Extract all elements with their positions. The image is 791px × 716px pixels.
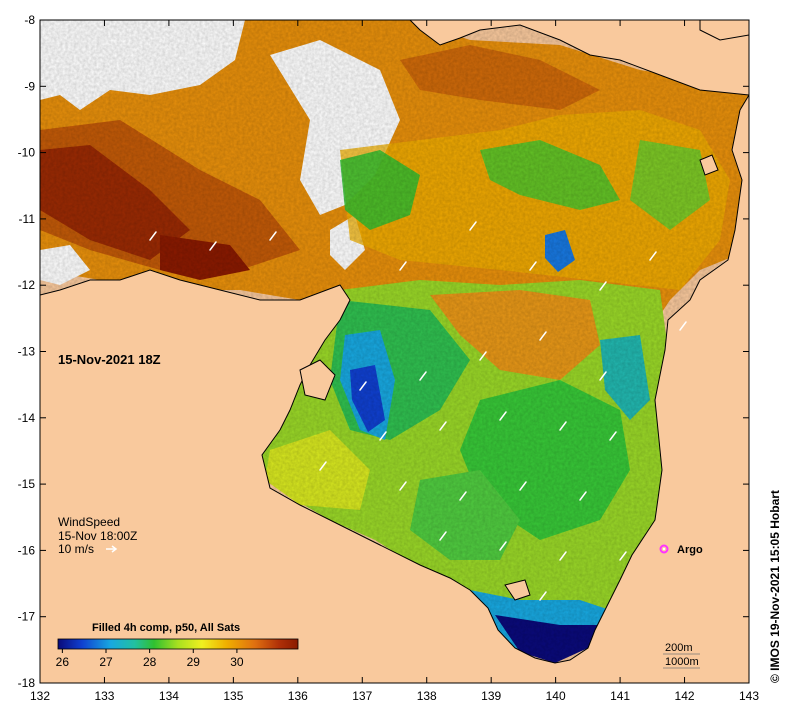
y-tick-label: -11 (19, 212, 36, 226)
island (504, 579, 531, 601)
x-tick-label: 139 (481, 689, 501, 703)
x-tick-label: 140 (546, 689, 566, 703)
colorbar-tick-label: 30 (230, 655, 244, 669)
x-tick-label: 134 (159, 689, 179, 703)
new-guinea-coast-east (699, 20, 749, 41)
credit-text: © IMOS 19-Nov-2021 15:05 Hobart (768, 490, 782, 683)
wind-scale-arrow-icon (106, 545, 118, 553)
wind-title: WindSpeed (58, 515, 120, 529)
colorbar-ticks: 26 27 28 29 30 (56, 649, 244, 669)
y-tick-label: -14 (18, 411, 36, 425)
depth-contour-200m: 200m (665, 642, 693, 654)
argo-label: Argo (677, 544, 703, 556)
y-tick-label: -12 (18, 278, 36, 292)
x-tick-label: 142 (675, 689, 695, 703)
wind-time: 15-Nov 18:00Z (58, 529, 137, 543)
island (699, 154, 719, 176)
x-tick-label: 135 (223, 689, 243, 703)
y-tick-label: -15 (18, 477, 36, 491)
colorbar-tick-label: 27 (99, 655, 113, 669)
y-tick-label: -17 (18, 610, 36, 624)
colorbar (57, 638, 299, 650)
cape-york-land (40, 94, 749, 683)
y-tick-label: -18 (18, 676, 36, 690)
colorbar-tick-label: 28 (143, 655, 157, 669)
x-tick-label: 141 (610, 689, 630, 703)
colorbar-tick-label: 26 (56, 655, 70, 669)
wind-arrows (149, 221, 687, 601)
argo-marker-icon (659, 544, 669, 554)
y-tick-label: -8 (24, 13, 35, 27)
y-axis: -8 -9 -10 -11 -12 -13 -14 -15 -16 -17 -18 (18, 13, 749, 690)
y-tick-label: -13 (18, 345, 36, 359)
x-tick-label: 136 (288, 689, 308, 703)
colorbar-title: Filled 4h comp, p50, All Sats (92, 622, 240, 634)
y-tick-label: -10 (18, 146, 36, 160)
x-tick-label: 132 (30, 689, 50, 703)
new-guinea-coast (409, 20, 749, 96)
wind-scale: 10 m/s (58, 542, 94, 556)
y-tick-label: -16 (18, 543, 36, 557)
x-tick-label: 137 (352, 689, 372, 703)
timestamp-label: 15-Nov-2021 18Z (58, 352, 161, 367)
depth-contour-1000m: 1000m (665, 656, 699, 668)
colorbar-tick-label: 29 (187, 655, 201, 669)
x-tick-label: 138 (417, 689, 437, 703)
y-tick-label: -9 (24, 79, 35, 93)
x-tick-label: 133 (94, 689, 114, 703)
island (299, 359, 336, 401)
x-axis: 132 133 134 135 136 137 138 139 140 141 142 143 (30, 20, 759, 703)
x-tick-label: 143 (739, 689, 759, 703)
